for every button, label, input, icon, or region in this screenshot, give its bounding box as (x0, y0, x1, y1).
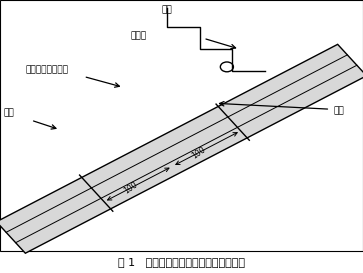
Text: 粘性面（测定段）: 粘性面（测定段） (25, 65, 68, 74)
Text: 标线: 标线 (4, 109, 15, 118)
Polygon shape (0, 44, 363, 253)
Text: 图 1   初粘性测试装置（斜面滚球装置）: 图 1 初粘性测试装置（斜面滚球装置） (118, 257, 245, 267)
Text: 100: 100 (122, 180, 139, 196)
Text: 助滚段: 助滚段 (131, 31, 147, 40)
Text: 100: 100 (191, 145, 208, 160)
Text: 滚球: 滚球 (162, 5, 172, 14)
Text: 标线: 标线 (334, 106, 345, 115)
